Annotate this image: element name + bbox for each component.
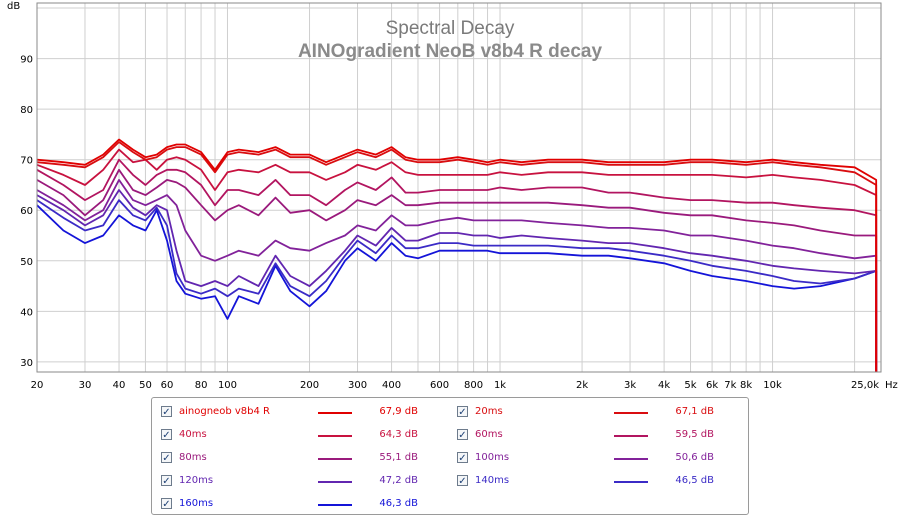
- legend-swatch: [614, 412, 648, 414]
- legend-checkbox[interactable]: ✓: [457, 429, 468, 441]
- y-tick-labels: 30 40 50 60 70 80 90: [20, 55, 33, 369]
- series-line-ainogneob-v8b4-r: [36, 138, 878, 372]
- legend-value: 67,9 dB: [379, 406, 418, 417]
- series-line-60ms: [36, 158, 878, 372]
- x-tick-label: 10k: [763, 380, 782, 391]
- legend-swatch: [614, 435, 648, 437]
- legend-swatch: [318, 412, 352, 414]
- x-tick-label: 800: [464, 380, 483, 391]
- x-tick-label: 40: [113, 380, 126, 391]
- x-tick-label: 2k: [576, 380, 588, 391]
- x-tick-labels: 20 30 40 50 60 80 100 200 300 400 600 800 1k 2k 3k 4k 5k…: [31, 380, 880, 391]
- series-line-120ms: [36, 189, 878, 372]
- legend: ✓ ainogneob v8b4 R 67,9 dB ✓ 20ms 67,1 dB ✓ 40m…: [151, 397, 749, 515]
- legend-checkbox[interactable]: ✓: [457, 475, 468, 487]
- legend-item: ✓ 120ms 47,2 dB: [152, 471, 448, 491]
- legend-item: ✓ 60ms 59,5 dB: [448, 425, 744, 445]
- x-tick-label: 7k: [724, 380, 736, 391]
- legend-series-name: 20ms: [475, 406, 503, 417]
- legend-series-name: 120ms: [179, 475, 214, 486]
- series-line-100ms: [36, 179, 878, 372]
- legend-series-name: 100ms: [475, 452, 510, 463]
- legend-checkbox[interactable]: ✓: [457, 452, 468, 464]
- legend-checkbox[interactable]: ✓: [457, 406, 468, 418]
- y-tick-label: 50: [20, 257, 33, 268]
- y-tick-label: 60: [20, 206, 33, 217]
- series-line-20ms: [36, 141, 878, 372]
- legend-item: ✓ 80ms 55,1 dB: [152, 448, 448, 468]
- x-tick-label: 200: [300, 380, 319, 391]
- legend-item: ✓ ainogneob v8b4 R 67,9 dB: [152, 402, 448, 422]
- x-tick-label: 100: [218, 380, 237, 391]
- legend-value: 64,3 dB: [379, 429, 418, 440]
- legend-item: ✓ 160ms 46,3 dB: [152, 494, 448, 514]
- legend-series-name: ainogneob v8b4 R: [179, 406, 270, 417]
- y-axis-label: dB: [7, 1, 20, 12]
- x-tick-label: 400: [382, 380, 401, 391]
- chart-subtitle: AINOgradient NeoB v8b4 R decay: [298, 41, 603, 62]
- legend-value: 50,6 dB: [675, 452, 714, 463]
- legend-value: 47,2 dB: [379, 475, 418, 486]
- legend-item: ✓ 40ms 64,3 dB: [152, 425, 448, 445]
- legend-swatch: [318, 435, 352, 437]
- x-tick-label: 600: [430, 380, 449, 391]
- legend-series-name: 140ms: [475, 475, 510, 486]
- legend-swatch: [614, 458, 648, 460]
- legend-value: 55,1 dB: [379, 452, 418, 463]
- legend-value: 46,3 dB: [379, 498, 418, 509]
- legend-checkbox[interactable]: ✓: [161, 429, 172, 441]
- legend-swatch: [614, 481, 648, 483]
- series-line-80ms: [36, 168, 878, 372]
- x-tick-label: 25,0k: [851, 380, 879, 391]
- x-axis-label: Hz: [885, 380, 898, 391]
- plot-frame: [36, 2, 882, 373]
- legend-series-name: 80ms: [179, 452, 207, 463]
- legend-swatch: [318, 458, 352, 460]
- legend-swatch: [318, 481, 352, 483]
- chart-title: Spectral Decay: [386, 18, 515, 39]
- series-line-140ms: [36, 199, 878, 372]
- y-tick-label: 90: [20, 55, 33, 66]
- x-tick-label: 6k: [706, 380, 718, 391]
- legend-item: ✓ 100ms 50,6 dB: [448, 448, 744, 468]
- legend-checkbox[interactable]: ✓: [161, 498, 172, 510]
- y-tick-label: 80: [20, 105, 33, 116]
- x-tick-label: 30: [79, 380, 92, 391]
- legend-item: ✓ 140ms 46,5 dB: [448, 471, 744, 491]
- legend-swatch: [318, 504, 352, 506]
- legend-series-name: 40ms: [179, 429, 207, 440]
- legend-checkbox[interactable]: ✓: [161, 452, 172, 464]
- x-tick-label: 1k: [494, 380, 506, 391]
- y-tick-label: 30: [20, 358, 33, 369]
- series-line-160ms: [36, 204, 878, 372]
- series-layer: [36, 138, 878, 372]
- legend-value: 67,1 dB: [675, 406, 714, 417]
- x-tick-label: 3k: [624, 380, 636, 391]
- y-tick-label: 70: [20, 156, 33, 167]
- legend-item: ✓ 20ms 67,1 dB: [448, 402, 744, 422]
- legend-value: 46,5 dB: [675, 475, 714, 486]
- y-tick-label: 40: [20, 307, 33, 318]
- x-tick-label: 5k: [684, 380, 696, 391]
- series-line-40ms: [36, 148, 878, 372]
- x-tick-label: 60: [161, 380, 174, 391]
- spectral-decay-chart: 30 40 50 60 70 80 90 20 30 40 50 60 80 100 200 300 400 6…: [7, 1, 898, 391]
- legend-checkbox[interactable]: ✓: [161, 406, 172, 418]
- legend-value: 59,5 dB: [675, 429, 714, 440]
- legend-checkbox[interactable]: ✓: [161, 475, 172, 487]
- x-tick-label: 80: [195, 380, 208, 391]
- x-tick-label: 4k: [658, 380, 670, 391]
- x-tick-label: 300: [348, 380, 367, 391]
- legend-series-name: 60ms: [475, 429, 503, 440]
- x-tick-label: 50: [139, 380, 152, 391]
- x-tick-label: 8k: [740, 380, 752, 391]
- x-tick-label: 20: [31, 380, 44, 391]
- legend-series-name: 160ms: [179, 498, 214, 509]
